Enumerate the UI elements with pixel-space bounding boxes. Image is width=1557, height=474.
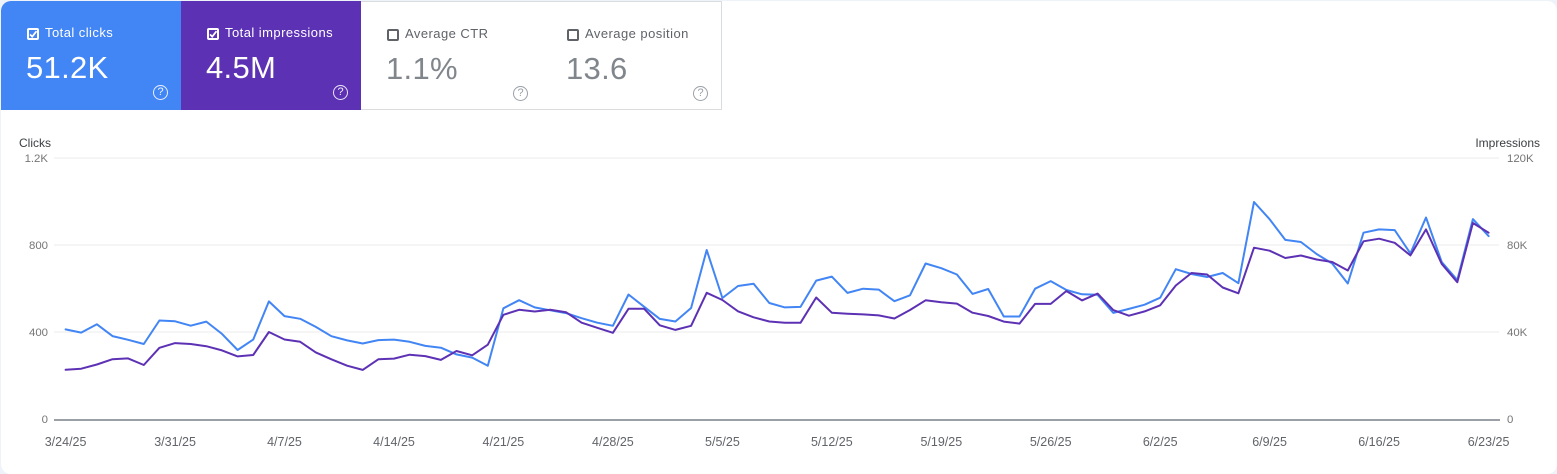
- svg-text:4/28/25: 4/28/25: [592, 435, 634, 449]
- svg-text:120K: 120K: [1507, 153, 1534, 165]
- svg-text:6/2/25: 6/2/25: [1143, 435, 1178, 449]
- svg-text:3/24/25: 3/24/25: [45, 435, 87, 449]
- svg-text:5/12/25: 5/12/25: [811, 435, 853, 449]
- svg-text:Clicks: Clicks: [19, 136, 51, 150]
- svg-text:400: 400: [29, 327, 48, 339]
- svg-text:80K: 80K: [1507, 240, 1528, 252]
- svg-text:5/5/25: 5/5/25: [705, 435, 740, 449]
- svg-text:5/19/25: 5/19/25: [920, 435, 962, 449]
- svg-text:40K: 40K: [1507, 327, 1528, 339]
- svg-text:0: 0: [42, 414, 48, 426]
- svg-text:6/23/25: 6/23/25: [1468, 435, 1510, 449]
- svg-text:800: 800: [29, 240, 48, 252]
- svg-text:5/26/25: 5/26/25: [1030, 435, 1072, 449]
- svg-text:1.2K: 1.2K: [25, 153, 49, 165]
- svg-text:Impressions: Impressions: [1475, 136, 1540, 150]
- svg-text:0: 0: [1507, 414, 1513, 426]
- svg-text:6/16/25: 6/16/25: [1358, 435, 1400, 449]
- svg-text:6/9/25: 6/9/25: [1252, 435, 1287, 449]
- svg-text:4/14/25: 4/14/25: [373, 435, 415, 449]
- svg-text:4/21/25: 4/21/25: [483, 435, 525, 449]
- svg-text:4/7/25: 4/7/25: [267, 435, 302, 449]
- svg-text:3/31/25: 3/31/25: [154, 435, 196, 449]
